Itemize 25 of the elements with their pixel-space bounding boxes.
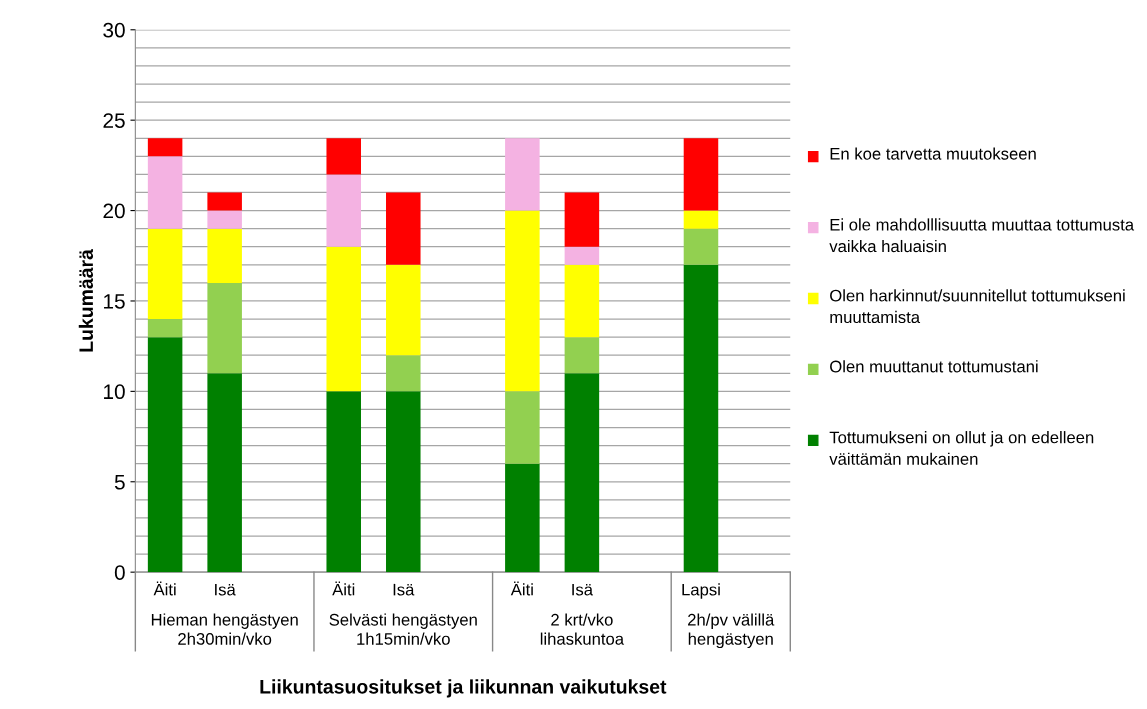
y-tick-label: 0 — [114, 565, 125, 580]
x-axis-title: Liikuntasuositukset ja liikunnan vaikutukset — [260, 679, 667, 698]
text: 2h/pv välillä hengästyen — [688, 613, 775, 649]
legend-label: Ei ole mahdolllisuutta muuttaa tottumusta vaikka haluaisin — [829, 218, 1135, 253]
legend-label: Tottumukseni on ollut ja on edelleen väittämän mukainen — [829, 431, 1094, 465]
x-tick-label: Isä — [572, 583, 594, 596]
x-tick-label: Isä — [215, 583, 236, 596]
y-tick-label: 10 — [104, 384, 125, 400]
x-tick-label: Äiti — [332, 581, 355, 596]
x-tick-label: Isä — [393, 583, 415, 596]
y-tick-label: 15 — [104, 294, 125, 309]
x-tick-label: Äiti — [510, 581, 533, 596]
y-tick-label: 5 — [114, 474, 125, 490]
text: 2 krt/vko lihaskuntoa — [540, 613, 625, 645]
y-axis-title: Lukumäärä — [78, 249, 94, 352]
y-tick-label: 30 — [103, 22, 125, 38]
x-tick-label: Lapsi — [682, 583, 720, 599]
legend-label: Olen muuttanut tottumustani — [830, 360, 1038, 373]
legend-label: En koe tarvetta muutokseen — [830, 147, 1036, 160]
y-tick-label: 25 — [103, 113, 125, 128]
y-tick-label: 20 — [103, 203, 125, 219]
text: Hieman hengästyen 2h30min/vko — [151, 613, 298, 645]
legend-label: Olen harkinnut/suunnitellut tottumukseni muuttamista — [830, 289, 1125, 324]
x-tick-label: Äiti — [153, 581, 176, 596]
text: Selvästi hengästyen 1h15min/vko — [329, 613, 477, 645]
